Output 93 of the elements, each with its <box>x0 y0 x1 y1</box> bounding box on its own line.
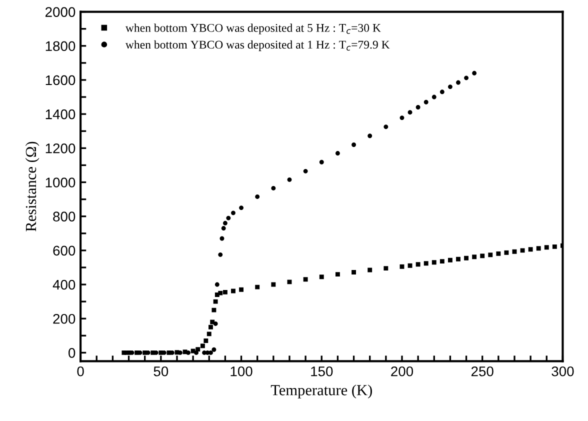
point <box>212 347 216 352</box>
y-tick-label: 600 <box>53 246 76 256</box>
point <box>448 258 452 262</box>
point <box>208 350 213 355</box>
y-tick-label: 1200 <box>46 143 76 154</box>
point <box>368 134 372 138</box>
point <box>480 254 485 258</box>
x-tick-label: 0 <box>77 366 84 376</box>
y-tick-label: 2000 <box>46 7 76 17</box>
point <box>226 216 231 220</box>
point <box>287 280 292 284</box>
point <box>552 244 557 249</box>
point <box>352 270 356 274</box>
point <box>214 282 220 287</box>
x-tick-label: 300 <box>552 366 574 376</box>
point <box>271 186 276 190</box>
y-tick-label: 800 <box>53 212 76 222</box>
y-tick-label: 1800 <box>46 41 76 52</box>
point <box>384 266 388 271</box>
point <box>416 262 420 267</box>
y-tick-label: 0 <box>68 348 76 358</box>
point <box>432 94 436 100</box>
point <box>239 206 244 210</box>
point <box>528 247 533 252</box>
point <box>464 76 469 80</box>
point <box>432 260 436 265</box>
point <box>239 287 244 292</box>
point <box>544 245 549 250</box>
point <box>208 324 213 330</box>
point <box>221 226 226 230</box>
point <box>488 252 493 258</box>
y-tick-label: 400 <box>52 280 76 290</box>
x-tick-label: 150 <box>311 366 333 376</box>
point <box>222 290 228 294</box>
point <box>536 246 541 251</box>
legend-label: when bottom YBCO was deposited at 1 Hz : T$_{c}$=79.9 K <box>125 40 390 52</box>
point <box>303 168 308 174</box>
x-axis-title: Temperature (K) <box>270 384 372 398</box>
point <box>319 274 324 280</box>
point <box>335 272 340 277</box>
point <box>440 90 444 94</box>
legend-label: when bottom YBCO was deposited at 5 Hz : T$_{c}$=30 K <box>125 24 381 34</box>
point <box>204 338 208 343</box>
point <box>472 70 477 76</box>
y-tick-label: 200 <box>53 314 76 324</box>
point <box>222 220 228 226</box>
point <box>368 268 372 272</box>
point <box>496 251 501 256</box>
point <box>231 210 236 216</box>
x-tick-label: 100 <box>230 366 252 376</box>
point <box>352 142 356 147</box>
point <box>384 124 388 130</box>
point <box>512 249 517 254</box>
point <box>303 277 308 282</box>
point <box>424 261 428 266</box>
point <box>218 252 223 257</box>
point <box>186 350 190 355</box>
x-tick-label: 50 <box>154 366 168 376</box>
point <box>448 84 452 90</box>
point <box>194 350 198 355</box>
point <box>271 282 276 287</box>
point <box>212 308 216 312</box>
point <box>213 299 218 304</box>
point <box>408 263 412 268</box>
point <box>231 288 236 294</box>
point <box>206 332 212 336</box>
point <box>213 321 218 326</box>
point <box>319 160 324 164</box>
point <box>220 236 224 241</box>
point <box>287 177 292 182</box>
x-tick-label: 250 <box>471 366 494 376</box>
point <box>400 264 404 269</box>
point <box>408 110 412 115</box>
point <box>520 248 525 253</box>
point <box>472 254 477 260</box>
point <box>504 250 509 255</box>
point <box>255 284 260 290</box>
point <box>464 256 469 260</box>
point <box>335 151 340 156</box>
point <box>424 100 428 104</box>
y-tick-label: 1000 <box>46 178 76 188</box>
point <box>440 259 444 264</box>
y-axis-title: Resistance (Ω) <box>25 142 40 232</box>
y-tick-label: 1600 <box>46 75 76 86</box>
point <box>456 80 460 85</box>
point <box>218 290 223 296</box>
point <box>200 344 205 348</box>
point <box>416 105 420 110</box>
point <box>400 116 404 120</box>
y-tick-label: 1400 <box>46 109 76 120</box>
point <box>456 256 460 262</box>
x-tick-label: 200 <box>391 366 414 376</box>
point <box>255 194 260 199</box>
